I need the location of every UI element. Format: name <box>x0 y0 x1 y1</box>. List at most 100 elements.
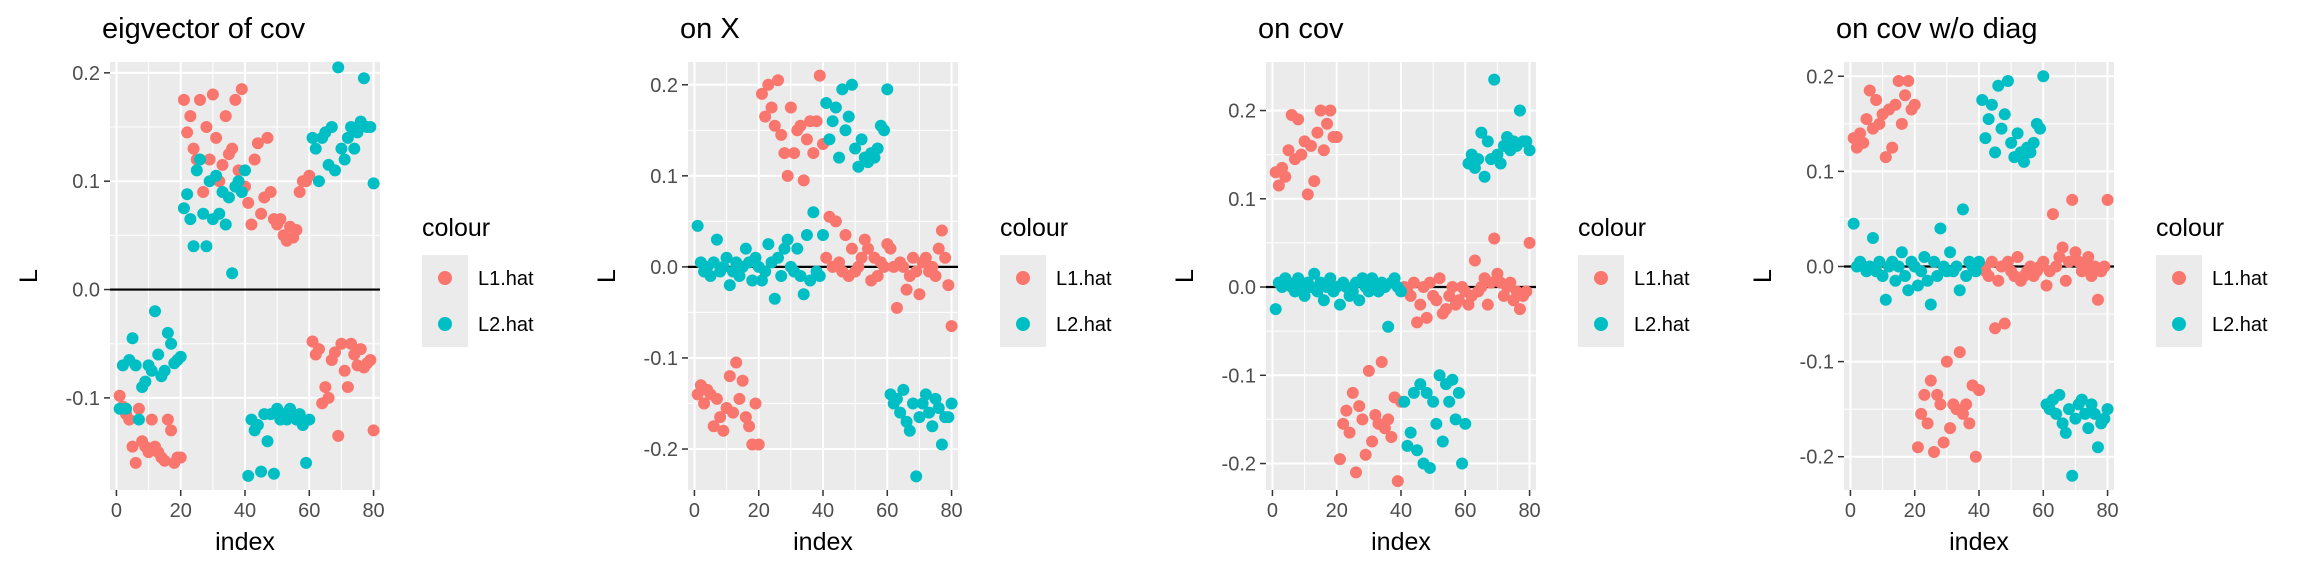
data-point <box>730 356 743 369</box>
data-point <box>810 115 823 128</box>
x-tick-label: 80 <box>362 500 384 522</box>
legend-label: L2.hat <box>478 314 534 336</box>
data-point <box>2085 270 2098 282</box>
data-point <box>1485 276 1497 289</box>
data-point <box>1311 126 1324 139</box>
data-point <box>1940 355 1953 368</box>
y-tick-label: -0.2 <box>1800 447 1834 469</box>
data-point <box>755 87 768 100</box>
data-point <box>890 301 903 314</box>
data-point <box>1407 386 1420 399</box>
data-point <box>335 142 348 155</box>
data-point <box>1854 127 1867 140</box>
data-point <box>2063 255 2075 268</box>
y-tick-label: 0.0 <box>1228 277 1256 299</box>
data-point <box>945 397 958 410</box>
data-point <box>762 78 775 91</box>
data-point <box>2069 246 2082 259</box>
data-point <box>274 213 287 226</box>
data-point <box>2001 75 2014 88</box>
data-point <box>2098 260 2111 273</box>
data-point <box>942 411 955 424</box>
data-point <box>1340 404 1353 417</box>
data-point <box>919 388 932 401</box>
data-point <box>1960 270 1973 282</box>
data-point <box>303 169 316 182</box>
data-point <box>1308 267 1321 280</box>
data-point <box>926 420 939 433</box>
data-point <box>338 153 351 166</box>
series-L2.hat <box>113 61 380 482</box>
data-point <box>852 160 865 173</box>
data-point <box>1944 422 1957 435</box>
data-point <box>797 288 810 301</box>
data-point <box>213 207 226 220</box>
data-point <box>184 213 197 226</box>
data-point <box>820 96 833 109</box>
legend-key-point <box>1594 271 1608 285</box>
data-point <box>1385 431 1398 444</box>
legend: colour L1.hat L2.hat <box>1578 214 1690 347</box>
data-point <box>1918 388 1931 401</box>
data-point <box>181 126 194 139</box>
x-tick-label: 60 <box>2032 500 2054 522</box>
data-point <box>226 142 239 155</box>
data-point <box>1494 157 1507 170</box>
data-point <box>2059 426 2072 439</box>
data-point <box>772 74 784 87</box>
data-point <box>1430 294 1443 307</box>
data-point <box>778 147 791 160</box>
series-L1.hat <box>1847 75 2114 463</box>
data-point <box>245 218 258 231</box>
data-point <box>1324 104 1337 117</box>
data-point <box>704 270 717 282</box>
data-point <box>1931 270 1944 282</box>
data-point <box>778 242 791 255</box>
data-point <box>255 465 268 478</box>
data-point <box>1847 217 1860 230</box>
data-point <box>929 270 942 282</box>
data-point <box>2024 146 2037 159</box>
data-point <box>1488 232 1501 245</box>
legend-key-point <box>2172 271 2186 285</box>
data-point <box>878 260 891 273</box>
data-point <box>746 274 759 287</box>
data-point <box>1398 395 1411 408</box>
x-tick-label: 80 <box>1518 500 1540 522</box>
x-tick-label: 40 <box>1968 500 1990 522</box>
data-point <box>839 124 852 137</box>
data-point <box>251 137 264 150</box>
data-point <box>1953 284 1966 297</box>
data-point <box>775 270 788 282</box>
x-tick-label: 0 <box>1267 500 1278 522</box>
data-point <box>871 270 884 282</box>
data-point <box>2011 127 2024 140</box>
data-point <box>145 413 158 426</box>
data-point <box>897 383 910 396</box>
chart-panel-2: 0 20 40 60 80 -0.2 -0.1 0.0 0.1 0.2 on X index Lcolo… <box>593 13 1112 556</box>
data-point <box>1301 188 1314 201</box>
series-L1.hat <box>113 83 380 469</box>
data-point <box>1414 298 1427 311</box>
data-point <box>1895 246 1908 259</box>
data-point <box>1892 75 1905 88</box>
data-point <box>855 133 868 146</box>
data-point <box>2027 136 2040 149</box>
data-point <box>2079 407 2092 420</box>
legend-label: L2.hat <box>1634 314 1690 336</box>
chart-title: on X <box>680 13 740 45</box>
data-point <box>242 469 255 482</box>
data-point <box>165 337 178 350</box>
data-point <box>717 260 730 273</box>
data-point <box>235 186 248 199</box>
data-point <box>788 147 801 160</box>
data-point <box>1440 303 1452 316</box>
data-point <box>1928 445 1940 458</box>
legend-key-point <box>2172 317 2186 331</box>
legend-label: L2.hat <box>1056 314 1112 336</box>
data-point <box>319 381 332 394</box>
data-point <box>190 164 203 177</box>
data-point <box>733 270 746 282</box>
data-point <box>1915 265 1928 278</box>
data-point <box>907 397 919 410</box>
